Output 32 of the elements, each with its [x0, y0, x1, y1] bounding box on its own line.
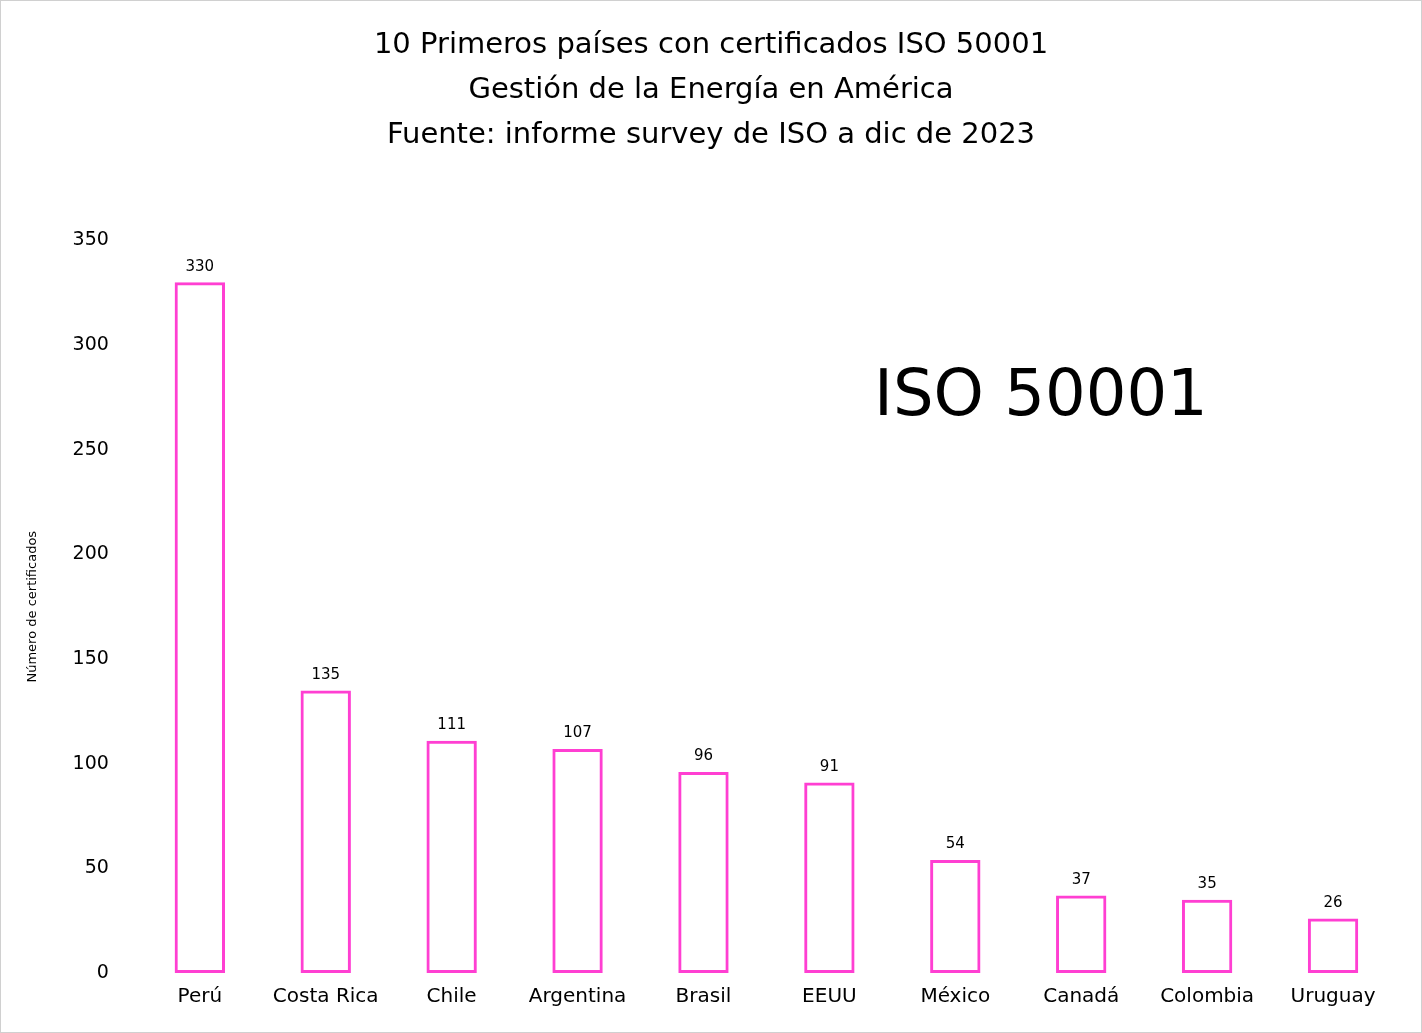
data-label: 54 — [945, 834, 965, 853]
y-tick-label: 350 — [72, 227, 109, 250]
y-tick-label: 50 — [84, 855, 109, 878]
x-tick-label: Perú — [177, 983, 223, 1008]
data-label: 37 — [1071, 869, 1091, 888]
x-tick-label: Colombia — [1160, 983, 1255, 1008]
y-tick-label: 250 — [72, 436, 109, 459]
x-tick-label: Uruguay — [1290, 983, 1376, 1008]
data-label: 107 — [563, 723, 592, 742]
y-tick-label: 100 — [72, 750, 109, 773]
x-tick-label: Canadá — [1043, 983, 1120, 1008]
x-tick-label: Argentina — [528, 983, 627, 1008]
data-label: 91 — [819, 756, 839, 775]
chart-title: 10 Primeros países con certificados ISO 50001 Gestión de la Energía en América — [372, 25, 1050, 107]
data-label: 135 — [311, 664, 341, 683]
y-axis-title: Número de certificados — [24, 530, 40, 683]
y-tick-label: 200 — [72, 541, 109, 564]
data-label: 111 — [437, 715, 466, 734]
x-tick-label: Brasil — [675, 983, 732, 1008]
data-label: 330 — [185, 256, 215, 275]
y-tick-label: 0 — [96, 959, 109, 982]
y-tick-label: 150 — [72, 645, 109, 668]
x-tick-label: México — [920, 983, 991, 1008]
data-label: 35 — [1197, 874, 1217, 893]
x-tick-label: Costa Rica — [272, 983, 379, 1008]
source-note: Fuente: informe survey de ISO a dic de 2023 — [385, 115, 1037, 152]
data-label: 96 — [693, 746, 714, 765]
data-label: 26 — [1323, 892, 1343, 911]
x-tick-label: Chile — [426, 983, 477, 1008]
x-tick-label: EEUU — [802, 983, 857, 1008]
y-tick-label: 300 — [72, 331, 109, 354]
annotation: ISO 50001 — [874, 356, 1208, 430]
